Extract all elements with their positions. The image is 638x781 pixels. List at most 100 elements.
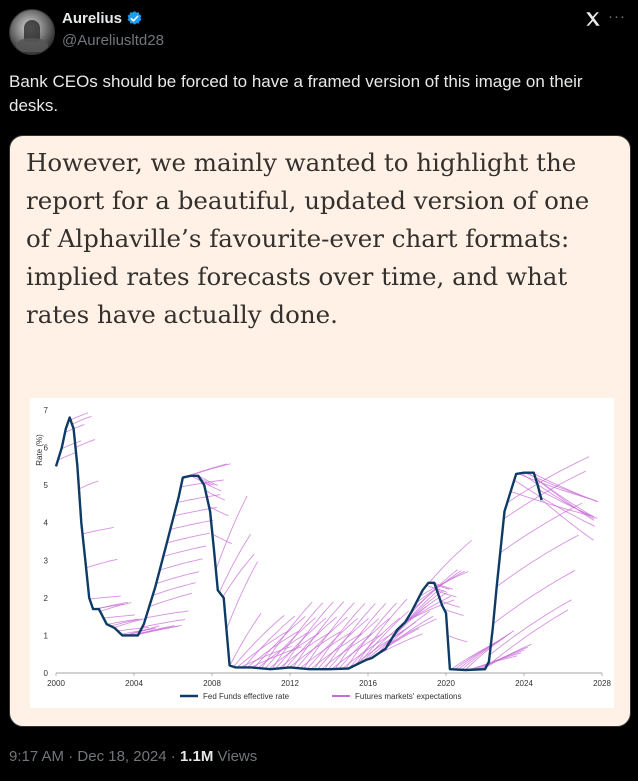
futures-expectation-line	[345, 602, 397, 669]
futures-expectation-line	[433, 582, 454, 590]
chart-panel: 2000 2004 2008 2012 2016 2020 2024 2028 0 1 2 3 4 5 6 7…	[30, 398, 614, 708]
quote-text: However, we mainly wanted to highlight t…	[26, 148, 590, 329]
futures-expectation-line	[355, 598, 408, 665]
author-name[interactable]: Aurelius	[62, 10, 123, 27]
futures-expectation-line	[75, 439, 96, 449]
author-handle[interactable]: @Aureliusltd28	[62, 32, 164, 49]
views-count: 1.1M	[179, 748, 214, 765]
avatar-figure	[24, 20, 40, 42]
futures-expectation-line	[201, 481, 222, 492]
futures-expectation-line	[348, 617, 401, 669]
futures-expectation-line	[531, 472, 598, 503]
y-tick-label: 1	[44, 631, 49, 640]
futures-expectation-line	[254, 616, 306, 668]
y-tick-label: 7	[44, 406, 49, 415]
futures-expectation-line	[142, 618, 186, 628]
futures-expectation-line	[117, 626, 149, 632]
verified-badge-icon	[127, 11, 142, 25]
tweet-meta: 9:17 AM · Dec 18, 2024 · 1.1M Views	[9, 748, 257, 765]
futures-expectation-line	[408, 569, 458, 617]
tweet-date[interactable]: Dec 18, 2024	[77, 748, 167, 765]
futures-expectation-line	[89, 595, 121, 600]
futures-expectation-line	[324, 603, 376, 670]
futures-expectation-line	[152, 582, 196, 596]
futures-expectation-line	[222, 554, 255, 598]
futures-expectation-line	[278, 632, 331, 669]
futures-expectation-line	[243, 615, 295, 668]
futures-expectation-line	[170, 519, 214, 530]
y-tick-label: 6	[44, 444, 49, 453]
y-tick-label: 4	[44, 519, 49, 528]
more-dots-icon[interactable]: ···	[608, 8, 626, 25]
futures-expectation-line	[384, 615, 434, 650]
futures-expectation-line	[218, 534, 251, 593]
tweet-time[interactable]: 9:17 AM	[9, 748, 65, 765]
tweet-text: Bank CEOs should be forced to have a fra…	[9, 72, 583, 115]
futures-expectation-line	[359, 610, 409, 664]
futures-expectation-line	[64, 424, 85, 433]
futures-expectation-line	[99, 602, 132, 612]
y-tick-label: 5	[44, 481, 49, 490]
futures-expectation-line	[443, 608, 464, 616]
futures-expectation-line	[489, 599, 572, 656]
futures-expectation-line	[436, 590, 457, 598]
futures-expectation-line	[149, 592, 193, 608]
futures-expectation-line	[247, 631, 299, 668]
futures-expectation-line	[303, 602, 355, 669]
x-tick-label: 2012	[281, 679, 299, 688]
futures-expectation-line	[296, 616, 348, 669]
futures-expectation-line	[71, 415, 92, 425]
futures-expectation-line	[485, 609, 569, 668]
futures-expectation-line	[187, 463, 231, 477]
futures-expectation-line	[163, 545, 207, 557]
futures-expectation-line	[85, 558, 118, 569]
futures-expectation-line	[419, 571, 469, 597]
futures-expectation-line	[82, 526, 114, 535]
legend-futures-label: Futures markets' expectations	[355, 692, 461, 701]
futures-expectation-line	[225, 561, 258, 630]
futures-expectation-line	[482, 643, 532, 670]
x-tick-label: 2008	[203, 679, 221, 688]
futures-expectation-line	[138, 625, 182, 635]
futures-expectation-line	[292, 601, 345, 668]
futures-expectation-line	[282, 601, 334, 669]
futures-expectation-line	[306, 617, 359, 670]
futures-expectation-line	[229, 613, 262, 666]
meta-separator: ·	[170, 748, 180, 765]
futures-expectation-line	[440, 600, 461, 608]
x-logo-icon[interactable]	[584, 10, 602, 28]
futures-expectation-line	[317, 618, 369, 670]
futures-expectation-line	[447, 634, 468, 643]
fed-funds-line	[54, 416, 543, 672]
futures-expectation-line	[387, 618, 437, 646]
x-tick-label: 2004	[125, 679, 143, 688]
futures-expectation-line	[159, 558, 203, 571]
futures-expectation-line	[496, 534, 579, 587]
futures-expectation-line	[391, 588, 441, 640]
futures-expectation-line	[271, 602, 324, 670]
x-tick-label: 2016	[359, 679, 377, 688]
author-name-row[interactable]: Aurelius	[62, 10, 143, 27]
futures-expectation-line	[313, 603, 366, 670]
futures-expectation-line	[96, 601, 128, 610]
views-label: Views	[217, 748, 258, 765]
futures-expectation-line	[261, 601, 313, 669]
futures-expectation-line	[517, 473, 592, 500]
futures-expectation-line	[377, 606, 427, 655]
y-tick-label: 0	[44, 669, 49, 678]
futures-expectation-line	[68, 412, 89, 422]
x-tick-label: 2000	[47, 679, 65, 688]
media-image[interactable]: However, we mainly wanted to highlight t…	[9, 135, 631, 727]
futures-expectation-line	[57, 451, 78, 461]
futures-expectation-line	[535, 477, 595, 521]
y-tick-label: 2	[44, 594, 49, 603]
avatar[interactable]	[9, 9, 55, 55]
futures-expectation-line	[285, 616, 338, 668]
futures-expectation-line	[166, 532, 210, 544]
futures-expectation-line	[215, 495, 248, 570]
futures-expectation-line	[422, 539, 472, 591]
futures-expectation-line	[208, 505, 229, 517]
futures-expectation-line	[499, 502, 583, 554]
futures-expectation-line	[538, 489, 598, 519]
futures-expectation-line	[156, 571, 200, 585]
